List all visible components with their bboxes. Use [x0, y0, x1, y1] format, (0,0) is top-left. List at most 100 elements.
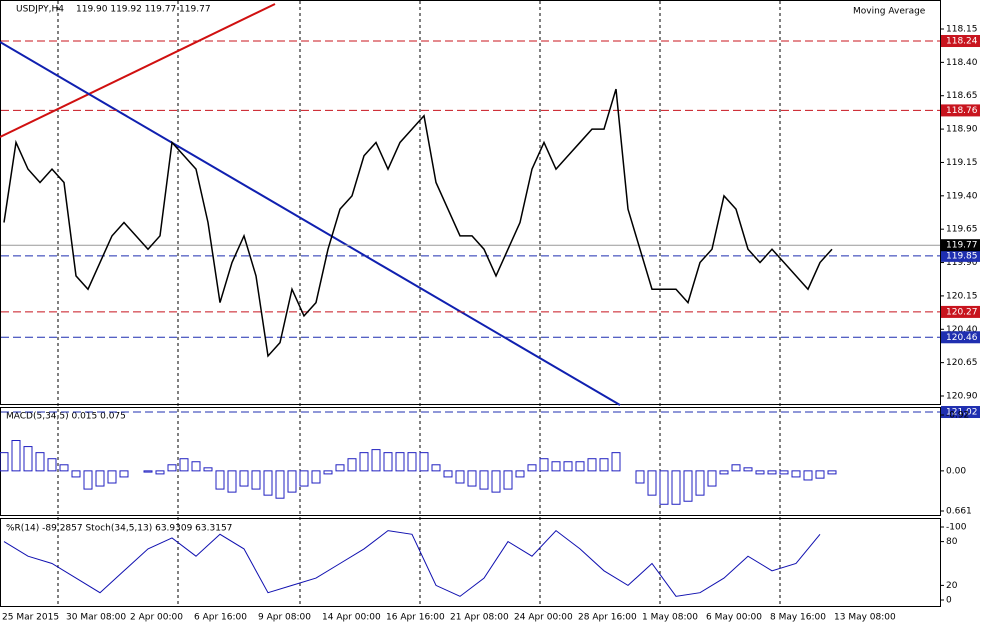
macd-bar [611, 452, 621, 472]
price-line [3, 88, 833, 358]
macd-bar [791, 470, 801, 478]
macd-bar [311, 470, 321, 484]
time-label: 30 Mar 08:00 [66, 613, 126, 623]
time-label: 9 Apr 08:00 [258, 613, 311, 623]
macd-bar [755, 470, 765, 475]
level-box [941, 406, 980, 419]
symbol: USDJPY,H4 [16, 5, 64, 15]
level-label: 121.02 [946, 408, 978, 418]
macd-bar [419, 452, 429, 472]
trend-line [0, 3, 276, 138]
macd-pane [0, 407, 941, 516]
macd-bar [239, 470, 249, 487]
macd-bar [515, 470, 525, 478]
y-tick-label: 118.65 [946, 91, 978, 101]
y-tick-label: 120.65 [946, 358, 978, 368]
macd-bar [299, 470, 309, 487]
macd-bar [191, 461, 201, 472]
macd-bar [167, 464, 177, 472]
time-grid [57, 1, 781, 606]
macd-bar [71, 470, 81, 478]
macd-bar [707, 470, 717, 487]
macd-bar [563, 461, 573, 472]
macd-bar [155, 470, 165, 475]
macd-bar [11, 440, 21, 472]
y-tick-label: 80 [946, 537, 958, 547]
quote: 119.90 119.92 119.77 119.77 [76, 5, 211, 15]
time-label: 28 Apr 16:00 [578, 613, 637, 623]
macd-bar [47, 458, 57, 472]
level-label: 120.27 [946, 307, 978, 317]
macd-bar [59, 464, 69, 472]
y-tick-label: 119.40 [946, 191, 978, 201]
macd-bar [251, 470, 261, 490]
macd-bar [719, 470, 729, 475]
macd-bar [371, 449, 381, 472]
y-tick-label: 118.15 [946, 25, 978, 35]
macd-bar [203, 467, 213, 472]
macd-bar [407, 452, 417, 472]
stoch-pane [0, 518, 941, 607]
y-tick-label: 0.00 [946, 466, 966, 476]
level-label: 118.24 [946, 37, 978, 47]
macd-bar [671, 470, 681, 505]
macd-bar [143, 470, 153, 473]
level-box [941, 35, 980, 48]
macd-bar [179, 458, 189, 472]
wpr-line [3, 529, 821, 597]
macd-label: MACD(5,34,5) 0.015 0.075 [6, 412, 126, 422]
macd-bar [539, 458, 549, 472]
macd-bar [695, 470, 705, 496]
time-label: 2 Apr 00:00 [130, 613, 183, 623]
time-label: 1 May 08:00 [642, 613, 698, 623]
price-pane [0, 0, 941, 405]
time-label: 13 May 08:00 [834, 613, 896, 623]
macd-bar [479, 470, 489, 490]
macd-bar [587, 458, 597, 472]
y-tick-label: 118.40 [946, 58, 978, 68]
macd-bar [383, 452, 393, 472]
y-tick-label: 118.90 [946, 125, 978, 135]
macd-bar [503, 470, 513, 490]
macd-bar [275, 470, 285, 499]
y-tick-label: 120.15 [946, 291, 978, 301]
macd-bar [551, 461, 561, 472]
time-label: 21 Apr 08:00 [450, 613, 509, 623]
time-label: 8 May 16:00 [770, 613, 826, 623]
macd-bar [95, 470, 105, 487]
time-label: 16 Apr 16:00 [386, 613, 445, 623]
macd-bar [0, 452, 9, 472]
macd-bar [119, 470, 129, 478]
y-tick-label: 20 [946, 581, 958, 591]
macd-bar [287, 470, 297, 493]
macd-bar [779, 470, 789, 475]
time-label: 6 Apr 16:00 [194, 613, 247, 623]
y-tick-label: 0.661 [946, 507, 972, 517]
macd-bar [443, 470, 453, 478]
macd-bar [731, 464, 741, 472]
macd-bar [491, 470, 501, 493]
time-label: 6 May 00:00 [706, 613, 762, 623]
indicator-name: Moving Average [853, 7, 926, 17]
macd-bar [107, 470, 117, 484]
y-tick-label: 120.40 [946, 325, 978, 335]
macd-bar [743, 467, 753, 472]
macd-bar [323, 470, 333, 475]
time-label: 24 Apr 00:00 [514, 613, 573, 623]
macd-bar [659, 470, 669, 505]
time-label: 25 Mar 2015 [2, 613, 59, 623]
macd-bar [227, 470, 237, 493]
macd-bar [767, 470, 777, 475]
macd-bar [815, 470, 825, 479]
macd-bar [527, 464, 537, 472]
macd-bar [263, 470, 273, 496]
y-tick-label: -100 [946, 523, 967, 533]
level-label: 118.76 [946, 106, 978, 116]
macd-bar [635, 470, 645, 484]
stoch-label: %R(14) -89.2857 Stoch(34,5,13) 63.9309 6… [6, 524, 232, 534]
macd-bar [395, 452, 405, 472]
macd-bar [335, 464, 345, 472]
macd-bar [431, 464, 441, 472]
level-label: 120.46 [946, 333, 978, 343]
time-label: 14 Apr 00:00 [322, 613, 381, 623]
